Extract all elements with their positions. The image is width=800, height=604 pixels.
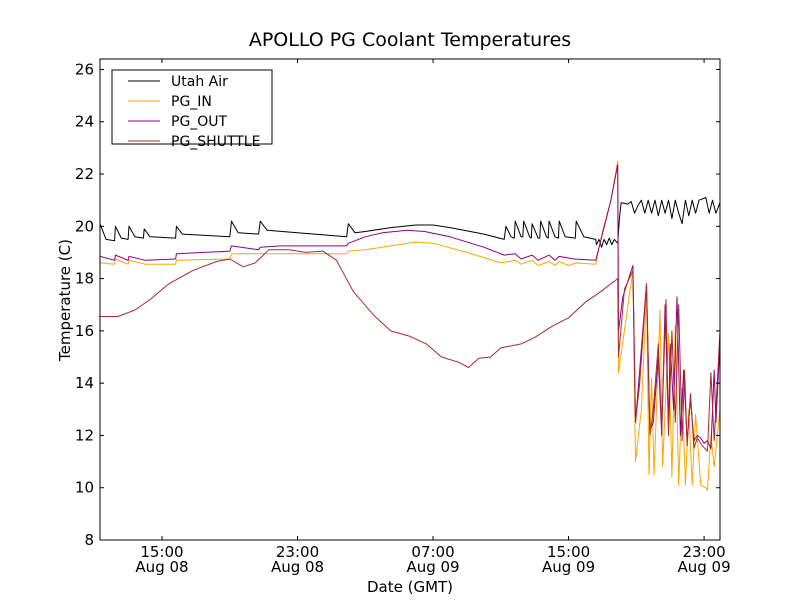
plot-frame bbox=[99, 58, 721, 541]
x-tick-time-label: 23:00 bbox=[276, 543, 319, 561]
y-tick-label: 22 bbox=[75, 165, 94, 183]
x-tick-date-label: Aug 09 bbox=[542, 558, 595, 576]
y-tick-label: 16 bbox=[75, 322, 94, 340]
legend-label: PG_IN bbox=[171, 94, 212, 110]
x-tick-date-label: Aug 09 bbox=[677, 558, 730, 576]
y-tick-label: 12 bbox=[75, 426, 94, 444]
y-tick-label: 14 bbox=[75, 374, 94, 392]
legend-label: PG_SHUTTLE bbox=[171, 134, 260, 150]
y-tick-label: 26 bbox=[75, 60, 94, 78]
y-tick-label: 20 bbox=[75, 217, 94, 235]
x-tick-date-label: Aug 09 bbox=[406, 558, 459, 576]
x-tick-time-label: 15:00 bbox=[547, 543, 590, 561]
x-axis-label: Date (GMT) bbox=[367, 578, 453, 596]
legend-box bbox=[111, 69, 273, 145]
legend: Utah Air PG_IN PG_OUT PG_SHUTTLE bbox=[111, 69, 273, 150]
y-tick-label: 24 bbox=[75, 113, 94, 131]
y-tick-label: 10 bbox=[75, 479, 94, 497]
x-tick-date-label: Aug 08 bbox=[271, 558, 324, 576]
y-tick-label: 18 bbox=[75, 270, 94, 288]
series-layer bbox=[100, 160, 720, 491]
y-axis-label: Temperature (C) bbox=[56, 239, 74, 362]
x-tick-date-label: Aug 08 bbox=[135, 558, 188, 576]
series-line-pg-shuttle bbox=[100, 249, 720, 452]
series-line-utah-air bbox=[100, 197, 720, 248]
x-tick-time-label: 07:00 bbox=[411, 543, 454, 561]
chart-title: APOLLO PG Coolant Temperatures bbox=[249, 29, 571, 51]
y-tick-label: 8 bbox=[84, 531, 94, 549]
x-tick-time-label: 15:00 bbox=[140, 543, 183, 561]
x-tick-time-label: 23:00 bbox=[682, 543, 725, 561]
legend-label: PG_OUT bbox=[171, 114, 228, 130]
legend-label: Utah Air bbox=[171, 74, 228, 90]
